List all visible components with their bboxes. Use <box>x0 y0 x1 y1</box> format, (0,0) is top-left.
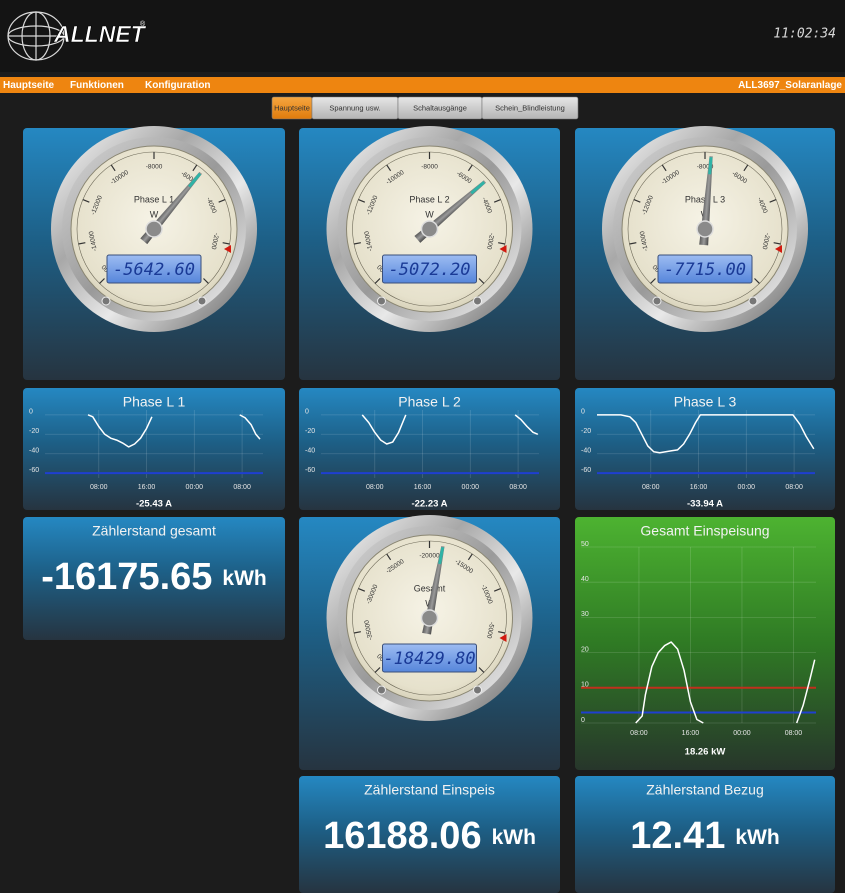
menu-item[interactable]: Konfiguration <box>145 80 211 91</box>
widget-title: Phase L 1 <box>123 394 186 410</box>
gauge-screw <box>653 297 661 305</box>
menu-item[interactable]: Funktionen <box>70 80 124 91</box>
y-tick-label: 0 <box>581 717 585 724</box>
widget-title: Gesamt Einspeisung <box>640 523 769 539</box>
x-tick-label: 16:00 <box>690 484 708 491</box>
y-tick-label: -20 <box>581 428 591 435</box>
x-tick-label: 08:00 <box>785 730 803 737</box>
y-tick-label: 50 <box>581 541 589 548</box>
needle-tip <box>710 157 711 174</box>
chart-footer: -33.94 A <box>687 499 723 510</box>
gauge-screw <box>474 297 482 305</box>
menu-item[interactable]: Hauptseite <box>3 80 55 91</box>
gauge-label: Gesamt <box>414 583 446 593</box>
y-tick-label: -20 <box>29 428 39 435</box>
dashboard: ALLNET ® 11:02:34 ALL3697_Solaranlage Ha… <box>0 0 845 893</box>
y-tick-label: -40 <box>29 448 39 455</box>
registered-mark: ® <box>140 20 146 28</box>
x-tick-label: 00:00 <box>462 484 480 491</box>
x-tick-label: 08:00 <box>509 484 527 491</box>
clock: 11:02:34 <box>773 27 836 42</box>
widget-title: Phase L 2 <box>398 394 461 410</box>
counter-unit: kWh <box>222 567 266 590</box>
y-tick-label: -60 <box>29 467 39 474</box>
x-tick-label: 08:00 <box>785 484 803 491</box>
x-tick-label: 00:00 <box>733 730 751 737</box>
gauge-screw <box>749 297 757 305</box>
tab-label[interactable]: Hauptseite <box>274 103 310 112</box>
y-tick-label: -60 <box>581 467 591 474</box>
gauge-screw <box>102 297 110 305</box>
x-tick-label: 08:00 <box>233 484 251 491</box>
y-tick-label: -40 <box>305 448 315 455</box>
gauge-screw <box>378 686 386 694</box>
x-tick-label: 08:00 <box>366 484 384 491</box>
y-tick-label: 0 <box>29 409 33 416</box>
x-tick-label: 16:00 <box>138 484 156 491</box>
counter-value: 16188.06 <box>323 815 482 857</box>
tab-label[interactable]: Spannung usw. <box>329 103 380 112</box>
x-tick-label: 00:00 <box>186 484 204 491</box>
gauge-screw <box>378 297 386 305</box>
gauge-display: -18429.80 <box>383 649 475 669</box>
widget-title: Zählerstand gesamt <box>92 523 216 539</box>
y-tick-label: 0 <box>305 409 309 416</box>
brand: ALLNET <box>53 21 147 47</box>
gauge-unit: W <box>150 209 159 219</box>
counter-unit: kWh <box>735 826 779 849</box>
x-tick-label: 08:00 <box>90 484 108 491</box>
widget-title: Phase L 3 <box>674 394 737 410</box>
y-tick-label: 30 <box>581 611 589 618</box>
counter-unit: kWh <box>492 826 536 849</box>
page: { "header": {"brand": "ALLNET", "registe… <box>0 0 845 893</box>
gauge-screw <box>474 686 482 694</box>
chart-footer: 18.26 kW <box>685 747 726 758</box>
gauge-tick-label: -8000 <box>146 164 163 171</box>
gauge-label: Phase L 2 <box>409 194 449 204</box>
gauge-display: -7715.00 <box>664 260 746 280</box>
tab[interactable]: Spannung usw. <box>312 97 398 119</box>
tab-label[interactable]: Schaltausgänge <box>413 103 467 112</box>
chart-footer: -25.43 A <box>136 499 172 510</box>
gauge-unit: W <box>425 209 434 219</box>
x-tick-label: 08:00 <box>642 484 660 491</box>
y-tick-label: 40 <box>581 576 589 583</box>
x-tick-label: 16:00 <box>682 730 700 737</box>
y-tick-label: 0 <box>581 409 585 416</box>
gauge-display: -5072.20 <box>389 260 471 280</box>
gauge-screw <box>198 297 206 305</box>
needle-hub <box>146 221 162 237</box>
gauge-tick-label: -20000 <box>419 553 440 560</box>
counter-value: 12.41 <box>630 815 725 857</box>
chart-footer: -22.23 A <box>411 499 447 510</box>
y-tick-label: 20 <box>581 646 589 653</box>
counter-value: -16175.65 <box>41 556 212 598</box>
needle-hub <box>697 221 713 237</box>
widget-title: Zählerstand Einspeis <box>364 782 495 798</box>
y-tick-label: -60 <box>305 467 315 474</box>
gauge-display: -5642.60 <box>113 260 195 280</box>
needle-hub <box>422 610 438 626</box>
y-tick-label: -40 <box>581 448 591 455</box>
gauge-label: Phase L 1 <box>134 194 174 204</box>
needle-hub <box>422 221 438 237</box>
gauge-tick-label: -8000 <box>421 164 438 171</box>
tab[interactable]: Schein_Blindleistung <box>482 97 578 119</box>
tab[interactable]: Hauptseite <box>272 97 312 119</box>
menu-bar <box>0 77 845 93</box>
tab-label[interactable]: Schein_Blindleistung <box>495 103 565 112</box>
x-tick-label: 16:00 <box>414 484 432 491</box>
tab[interactable]: Schaltausgänge <box>398 97 482 119</box>
x-tick-label: 08:00 <box>630 730 648 737</box>
widget-title: Zählerstand Bezug <box>646 782 764 798</box>
device-name: ALL3697_Solaranlage <box>738 80 842 91</box>
y-tick-label: -20 <box>305 428 315 435</box>
x-tick-label: 00:00 <box>738 484 756 491</box>
